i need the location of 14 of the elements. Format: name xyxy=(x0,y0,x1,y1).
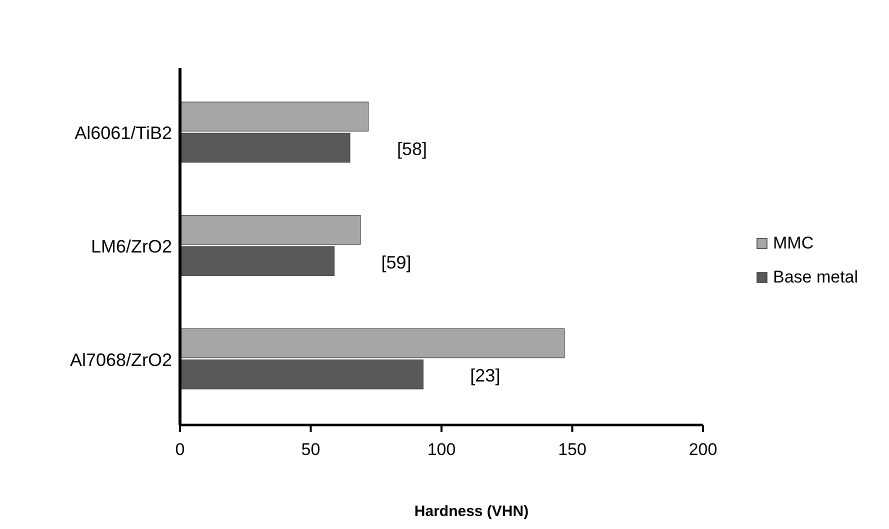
annotation: [58] xyxy=(396,138,427,159)
x-tick-label: 0 xyxy=(175,440,185,459)
x-tick-label: 200 xyxy=(688,440,718,459)
y-tick-label: Al6061/TiB2 xyxy=(74,123,172,144)
x-tick-label: 100 xyxy=(427,440,456,459)
legend-label: MMC xyxy=(773,234,814,252)
x-tick-label: 50 xyxy=(301,440,320,459)
annotation: [23] xyxy=(470,366,500,386)
annotation: [59] xyxy=(381,252,412,272)
legend-label: Base metal xyxy=(773,268,858,286)
x-axis-title: Hardness (VHN) xyxy=(414,503,529,520)
y-tick-label: Al7068/ZrO2 xyxy=(70,350,172,370)
y-tick-label: LM6/ZrO2 xyxy=(90,236,172,256)
x-tick-label: 150 xyxy=(558,440,586,459)
